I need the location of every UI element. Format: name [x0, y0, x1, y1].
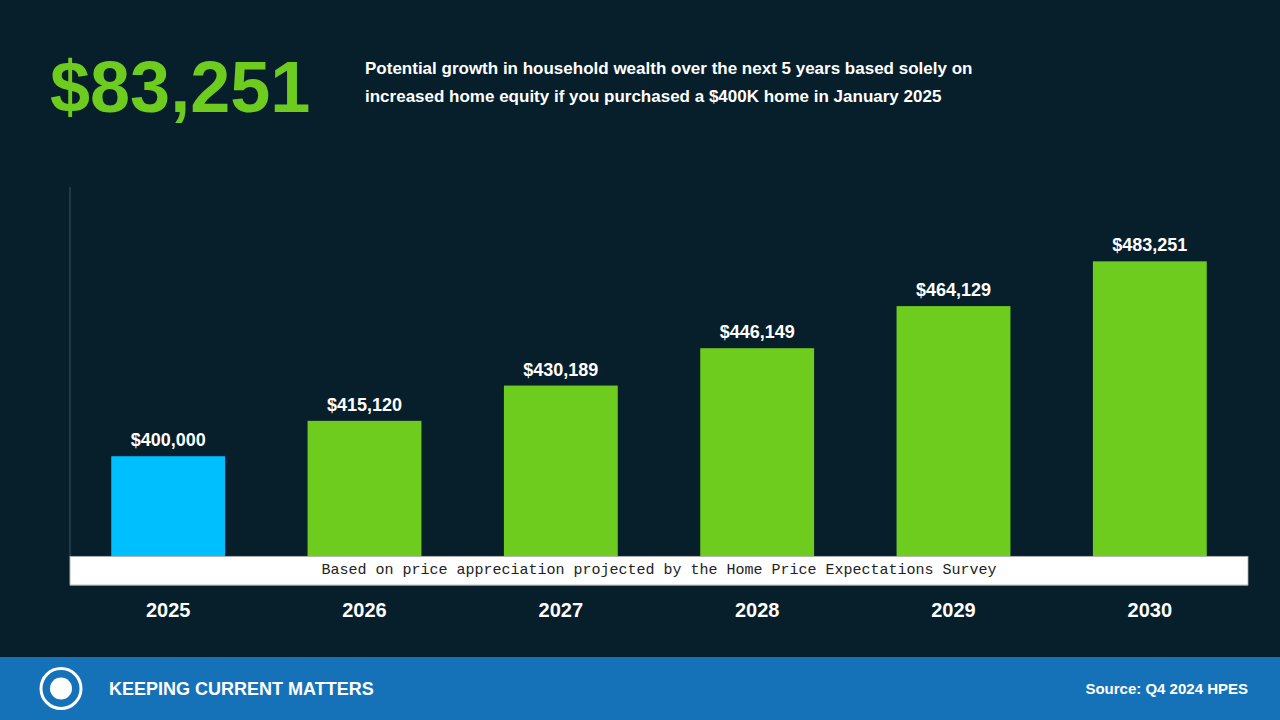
data-label: $446,149 — [720, 322, 795, 342]
subtitle: Potential growth in household wealth ove… — [365, 59, 972, 78]
x-tick-label: 2028 — [735, 599, 780, 621]
data-label: $400,000 — [131, 430, 206, 450]
logo-ring — [41, 669, 81, 709]
chart: $83,251 Potential growth in household wea… — [0, 0, 1280, 720]
bar — [504, 386, 618, 585]
x-tick-label: 2030 — [1128, 599, 1173, 621]
source: Source: Q4 2024 HPES — [1085, 680, 1248, 697]
x-tick-label: 2029 — [931, 599, 976, 621]
annotation-band — [70, 556, 1248, 585]
annotation: Based on price appreciation projected by… — [321, 562, 996, 579]
footer — [0, 657, 1280, 720]
background — [0, 0, 1280, 720]
brand-name: KEEPING CURRENT MATTERS — [109, 679, 374, 699]
data-label: $483,251 — [1112, 235, 1187, 255]
logo-dot — [50, 678, 72, 700]
bar — [700, 348, 814, 585]
data-label: $464,129 — [916, 280, 991, 300]
subtitle: increased home equity if you purchased a… — [365, 87, 941, 106]
bar — [1093, 261, 1207, 585]
bar — [897, 306, 1011, 585]
bars — [111, 261, 1207, 585]
x-tick-label: 2027 — [539, 599, 584, 621]
x-tick-label: 2026 — [342, 599, 387, 621]
data-label: $415,120 — [327, 395, 402, 415]
x-tick-label: 2025 — [146, 599, 191, 621]
title: $83,251 — [50, 47, 310, 127]
y-axis-line — [70, 187, 71, 585]
data-label: $430,189 — [523, 360, 598, 380]
